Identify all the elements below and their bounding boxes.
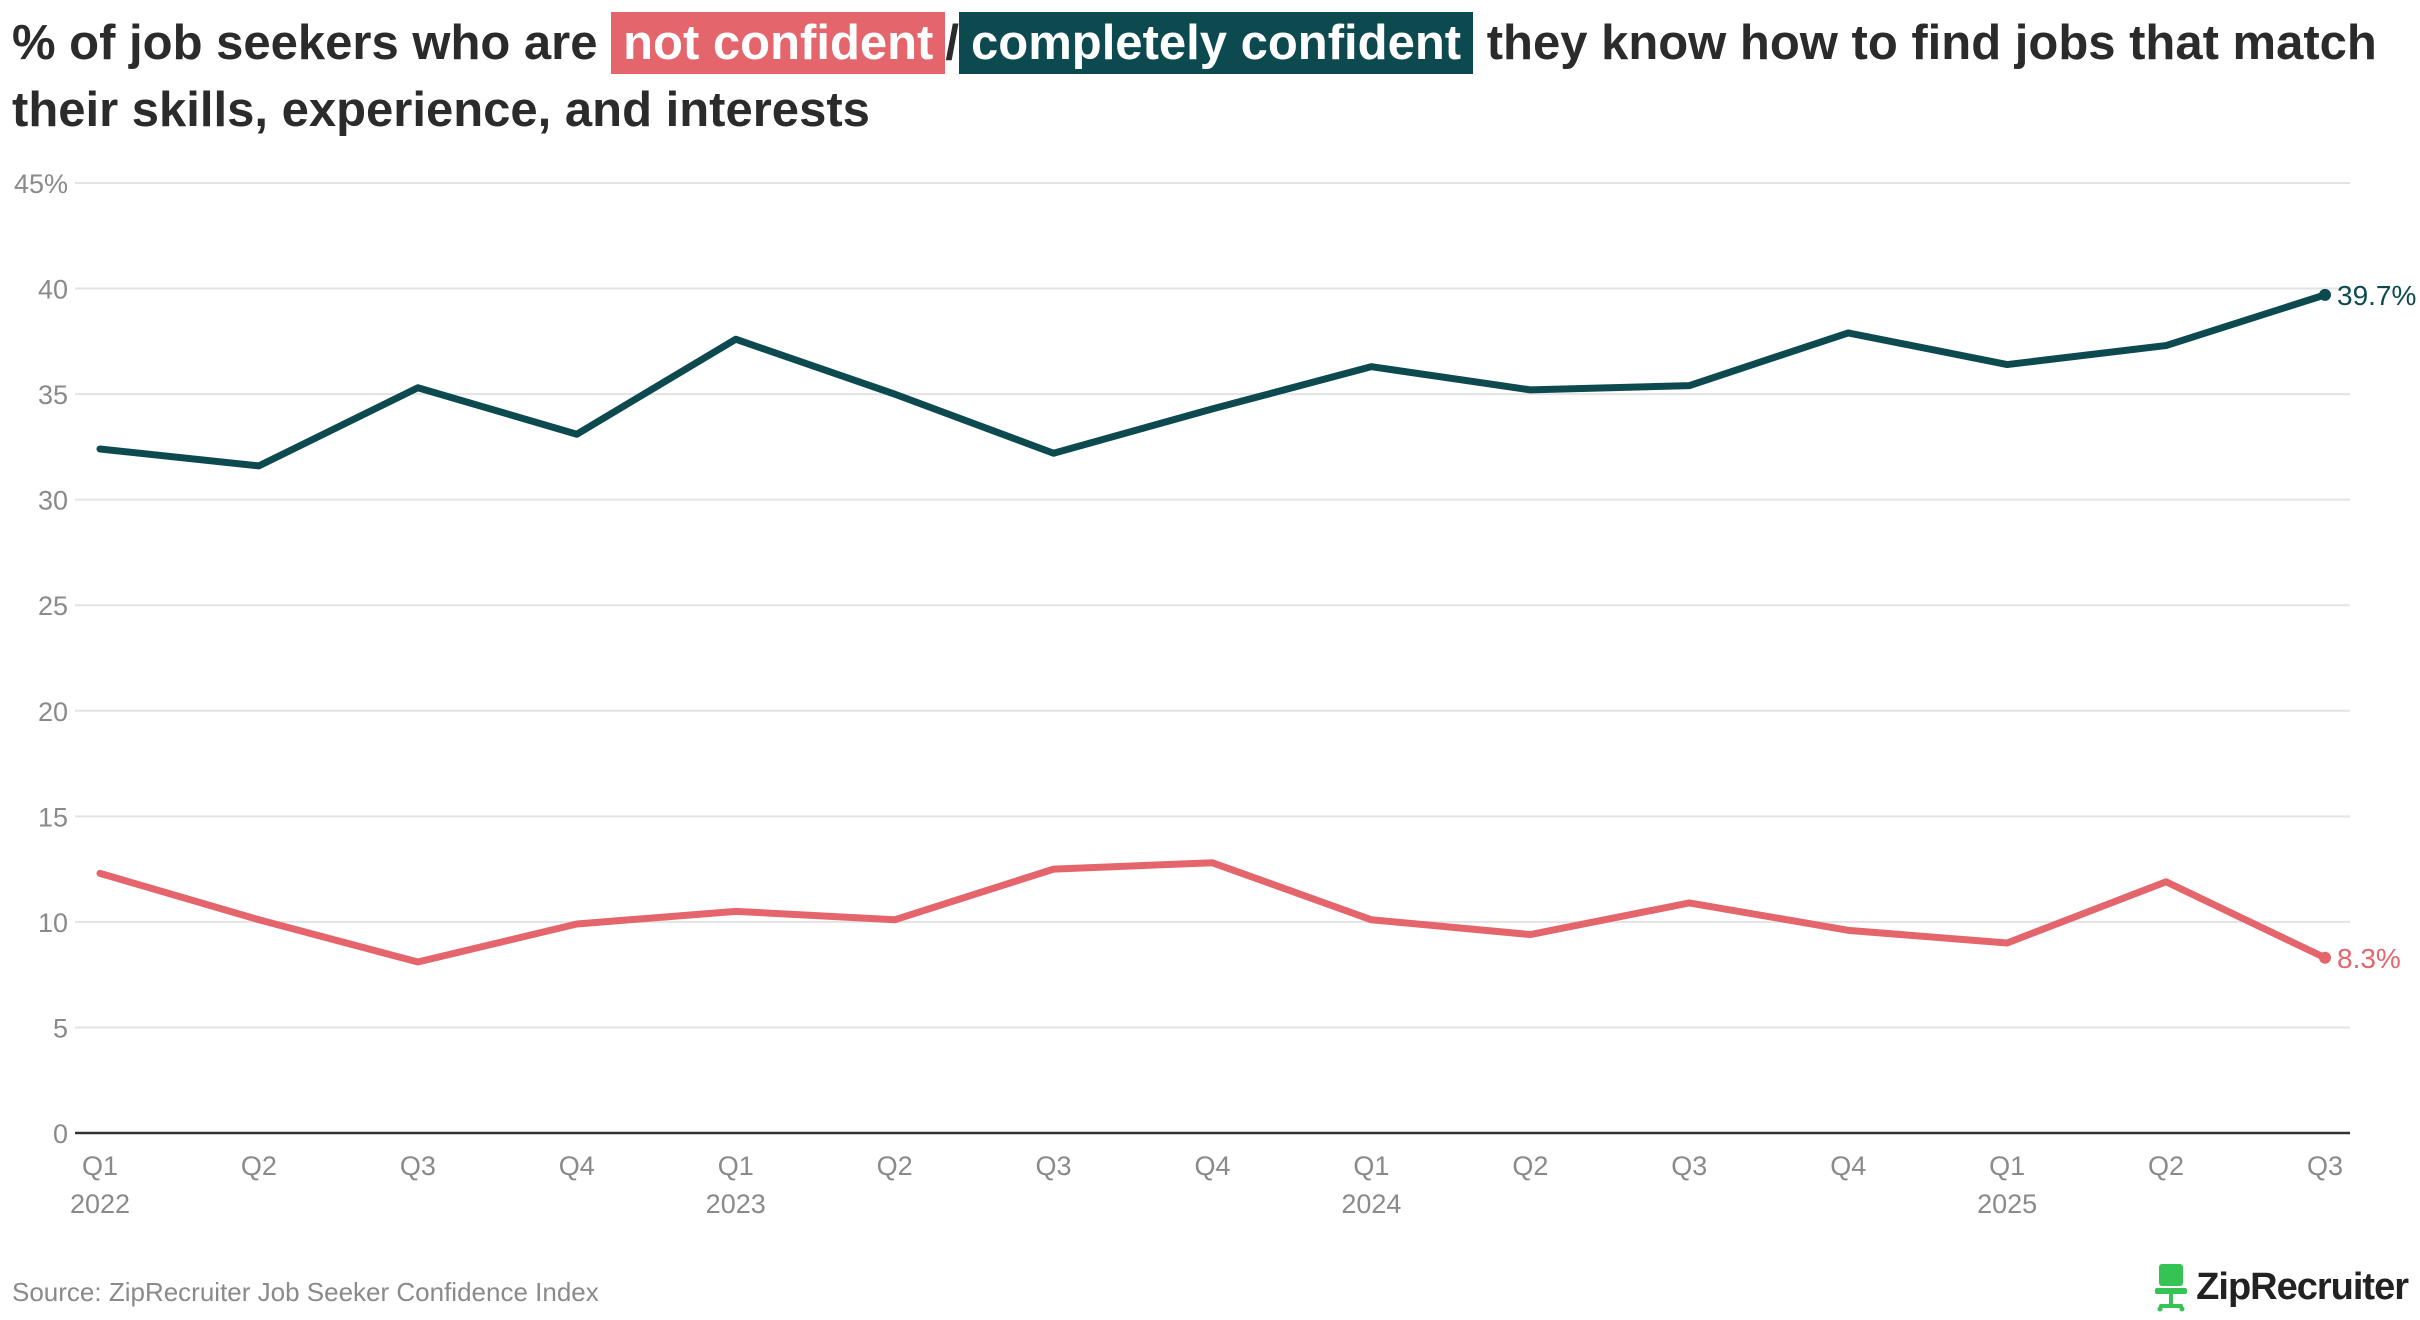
y-tick-label: 45% bbox=[14, 169, 68, 199]
x-tick-label: Q2 bbox=[2148, 1151, 2184, 1181]
end-point-not_confident bbox=[2319, 951, 2331, 964]
completely-confident-highlight: completely confident bbox=[959, 12, 1474, 74]
series-line-completely_confident bbox=[96, 291, 2329, 470]
logo-text: ZipRecruiter bbox=[2196, 1265, 2409, 1308]
x-tick-label: Q2 bbox=[877, 1151, 913, 1181]
x-tick-label: Q3 bbox=[1036, 1151, 1072, 1181]
x-tick-label: Q3 bbox=[2307, 1151, 2343, 1181]
y-tick-label: 15 bbox=[38, 802, 68, 832]
x-tick-label: Q1 bbox=[1353, 1151, 1389, 1181]
y-tick-label: 30 bbox=[38, 486, 68, 516]
x-tick-label: Q1 bbox=[1989, 1151, 2025, 1181]
y-axis-ticks: 0 5 10 15 20 25 30 35 40 45% bbox=[14, 169, 68, 1149]
x-tick-year-label: 2024 bbox=[1341, 1189, 1401, 1219]
y-tick-label: 25 bbox=[38, 591, 68, 621]
y-tick-label: 40 bbox=[38, 275, 68, 305]
x-tick-label: Q4 bbox=[1830, 1151, 1866, 1181]
x-tick-label: Q2 bbox=[241, 1151, 277, 1181]
y-tick-label: 5 bbox=[53, 1013, 68, 1043]
end-label-not_confident: 8.3% bbox=[2337, 943, 2401, 974]
x-tick-label: Q3 bbox=[1671, 1151, 1707, 1181]
series-line-not_confident bbox=[96, 859, 2329, 966]
y-tick-label: 20 bbox=[38, 697, 68, 727]
end-label-completely_confident: 39.7% bbox=[2337, 280, 2416, 311]
source-note: Source: ZipRecruiter Job Seeker Confiden… bbox=[12, 1277, 599, 1307]
x-tick-label: Q4 bbox=[1194, 1151, 1230, 1181]
x-tick-label: Q1 bbox=[718, 1151, 754, 1181]
x-tick-label: Q3 bbox=[400, 1151, 436, 1181]
y-tick-label: 0 bbox=[53, 1119, 68, 1149]
x-tick-year-label: 2023 bbox=[706, 1189, 766, 1219]
series-lines bbox=[96, 288, 2331, 966]
chair-icon bbox=[2155, 1264, 2188, 1312]
gridlines bbox=[75, 182, 2350, 1135]
x-tick-label: Q4 bbox=[559, 1151, 595, 1181]
y-tick-label: 35 bbox=[38, 380, 68, 410]
y-tick-label: 10 bbox=[38, 908, 68, 938]
chart-title: % of job seekers who are not confident / c… bbox=[12, 10, 2392, 144]
title-prefix: % of job seekers who are bbox=[12, 16, 612, 70]
ziprecruiter-logo: ZipRecruiter bbox=[2154, 1262, 2409, 1312]
x-tick-year-label: 2022 bbox=[70, 1189, 130, 1219]
not-confident-highlight: not confident bbox=[611, 12, 946, 74]
end-point-completely_confident bbox=[2319, 288, 2331, 301]
title-suffix: they know how to find jobs that match th… bbox=[12, 16, 2377, 137]
x-axis-ticks: Q1 2022 Q2 Q3 Q4 Q1 2023 Q2 Q3 Q4 Q1 2024 Q2 Q3 Q4 Q1 20… bbox=[70, 1151, 2343, 1219]
x-tick-year-label: 2025 bbox=[1977, 1189, 2037, 1219]
end-labels: 39.7% 8.3% bbox=[2337, 280, 2416, 974]
x-tick-label: Q1 bbox=[82, 1151, 118, 1181]
title-separator: / bbox=[945, 16, 960, 70]
x-tick-label: Q2 bbox=[1512, 1151, 1548, 1181]
